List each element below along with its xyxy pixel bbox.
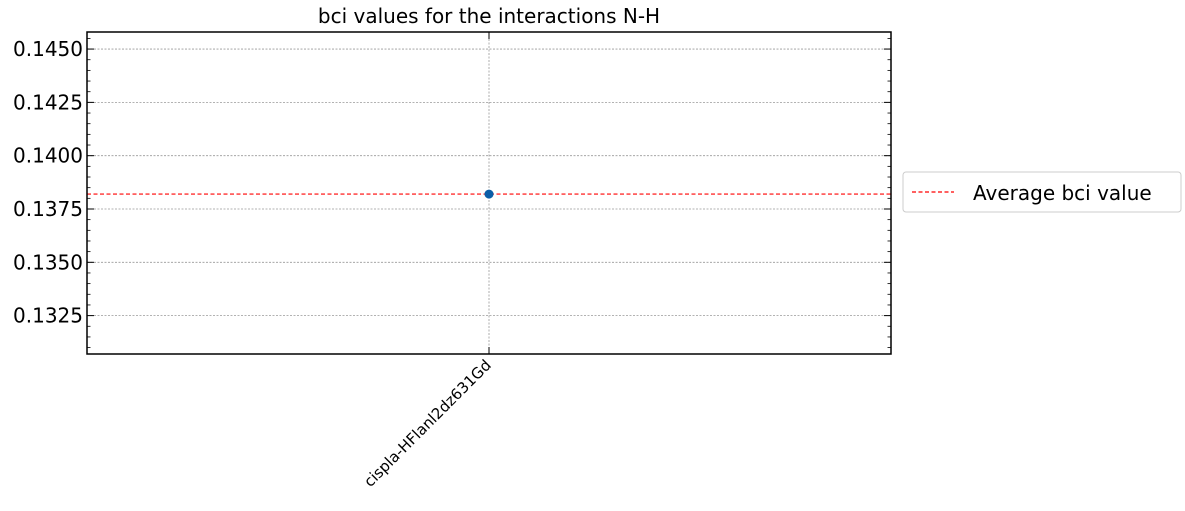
y-tick-label: 0.1350: [13, 250, 83, 274]
y-tick-label: 0.1325: [13, 304, 83, 328]
plot-frame: [86, 31, 892, 355]
data-points: [484, 189, 494, 199]
y-tick-label: 0.1425: [13, 90, 83, 114]
legend-average-label: Average bci value: [973, 181, 1152, 205]
y-tick-label: 0.1375: [13, 197, 83, 221]
data-point: [484, 189, 494, 199]
y-tick-labels: 0.1325 0.1350 0.1375 0.1400 0.1425 0.1450: [13, 37, 83, 328]
y-tick-label: 0.1400: [13, 144, 83, 168]
legend-box: [902, 171, 1182, 213]
legend: Average bci value: [902, 171, 1182, 213]
y-tick-label: 0.1450: [13, 37, 83, 61]
chart-title: bci values for the interactions N-H: [318, 4, 660, 28]
axis-ticks: [87, 32, 891, 354]
x-tick-labels: cispla-HFlanl2dz631Gd: [360, 356, 494, 490]
x-tick-label: cispla-HFlanl2dz631Gd: [360, 356, 494, 490]
